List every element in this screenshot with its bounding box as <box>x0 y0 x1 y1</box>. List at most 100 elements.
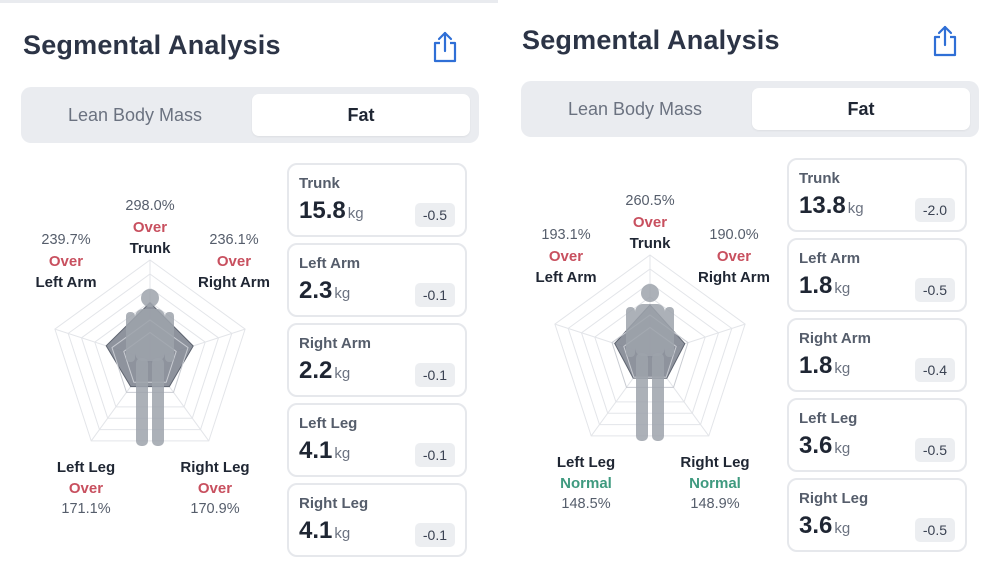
card-value-wrap: 15.8 kg <box>299 197 364 225</box>
body-silhouette-icon <box>626 284 674 441</box>
segmental-analysis-panel-left: Segmental Analysis Lean Body Mass Fat 29… <box>0 0 479 584</box>
radar-inner-ring <box>111 319 189 393</box>
card-unit: kg <box>834 360 851 377</box>
card-unit: kg <box>847 200 864 217</box>
card-delta-badge: -0.5 <box>914 438 955 462</box>
tab-fat[interactable]: Fat <box>752 88 970 130</box>
left-arm-status: Over <box>48 253 84 270</box>
radar-chart <box>0 0 290 584</box>
label-right-leg: Right Leg Over 170.9% <box>160 457 270 520</box>
card-left-arm[interactable]: Left Arm 2.3 kg -0.1 <box>287 243 467 317</box>
card-value-wrap: 4.1 kg <box>299 517 350 545</box>
card-left-leg[interactable]: Left Leg 3.6 kg -0.5 <box>787 398 967 472</box>
right-arm-percent: 236.1% <box>209 232 259 248</box>
left-leg-percent: 171.1% <box>61 501 111 517</box>
trunk-name: Trunk <box>629 235 671 252</box>
left-leg-name: Left Leg <box>56 459 116 476</box>
card-name: Trunk <box>299 175 340 192</box>
card-unit: kg <box>834 280 851 297</box>
left-leg-name: Left Leg <box>556 454 616 471</box>
trunk-percent: 298.0% <box>125 198 175 214</box>
radar-grid-ring <box>567 268 733 426</box>
label-right-arm: 236.1% Over Right Arm <box>179 230 289 293</box>
radar-chart <box>500 0 790 584</box>
card-trunk[interactable]: Trunk 13.8 kg -2.0 <box>787 158 967 232</box>
card-value-wrap: 2.3 kg <box>299 277 350 305</box>
card-delta-badge: -0.4 <box>914 358 955 382</box>
card-right-arm[interactable]: Right Arm 1.8 kg -0.4 <box>787 318 967 392</box>
label-left-leg: Left Leg Over 171.1% <box>31 457 141 520</box>
label-trunk: 260.5% Over Trunk <box>595 191 705 254</box>
segment-toggle: Lean Body Mass Fat <box>21 87 479 143</box>
card-unit: kg <box>334 445 351 462</box>
right-arm-status: Over <box>216 253 252 270</box>
radar-grid-ring <box>94 301 206 408</box>
segment-toggle: Lean Body Mass Fat <box>521 81 979 137</box>
card-name: Right Arm <box>299 335 371 352</box>
share-icon[interactable] <box>430 30 460 64</box>
right-leg-name: Right Leg <box>680 454 750 471</box>
card-value: 15.8 <box>299 197 346 224</box>
tab-lean-body-mass[interactable]: Lean Body Mass <box>567 99 703 119</box>
trunk-name: Trunk <box>129 240 171 257</box>
card-name: Left Arm <box>799 250 861 267</box>
card-name: Trunk <box>799 170 840 187</box>
card-name: Left Arm <box>299 255 361 272</box>
label-left-arm: 193.1% Over Left Arm <box>511 225 621 288</box>
card-unit: kg <box>334 525 351 542</box>
card-trunk[interactable]: Trunk 15.8 kg -0.5 <box>287 163 467 237</box>
right-leg-percent: 148.9% <box>690 496 740 512</box>
left-arm-status: Over <box>548 248 584 265</box>
segmental-analysis-panel-right: Segmental Analysis Lean Body Mass Fat 26… <box>500 0 1000 584</box>
right-leg-status: Over <box>197 480 233 497</box>
tab-lean-body-mass[interactable]: Lean Body Mass <box>67 105 203 125</box>
label-left-arm: 239.7% Over Left Arm <box>11 230 121 293</box>
card-unit: kg <box>334 365 351 382</box>
radar-grid-ring <box>594 296 706 403</box>
right-arm-status: Over <box>716 248 752 265</box>
trunk-status: Over <box>632 214 668 231</box>
card-value-wrap: 4.1 kg <box>299 437 350 465</box>
card-unit: kg <box>347 205 364 222</box>
card-value: 4.1 <box>299 437 333 464</box>
card-value-wrap: 3.6 kg <box>799 432 850 460</box>
left-arm-name: Left Arm <box>535 269 597 286</box>
card-right-leg[interactable]: Right Leg 3.6 kg -0.5 <box>787 478 967 552</box>
right-leg-name: Right Leg <box>180 459 250 476</box>
card-value-wrap: 1.8 kg <box>799 352 850 380</box>
radar-grid-ring <box>67 273 233 431</box>
right-leg-percent: 170.9% <box>190 501 240 517</box>
card-value: 1.8 <box>799 272 833 299</box>
body-silhouette-icon <box>126 289 174 446</box>
card-left-leg[interactable]: Left Leg 4.1 kg -0.1 <box>287 403 467 477</box>
left-arm-percent: 239.7% <box>41 232 91 248</box>
right-leg-status: Normal <box>689 475 741 492</box>
card-value: 2.2 <box>299 357 333 384</box>
card-delta-badge: -0.1 <box>414 363 455 387</box>
card-name: Right Leg <box>799 490 869 507</box>
right-arm-name: Right Arm <box>698 269 770 286</box>
trunk-status: Over <box>132 219 168 236</box>
right-arm-percent: 190.0% <box>709 227 759 243</box>
card-delta-badge: -0.5 <box>914 518 955 542</box>
card-right-arm[interactable]: Right Arm 2.2 kg -0.1 <box>287 323 467 397</box>
panel-divider <box>498 0 502 584</box>
radar-grid-ring <box>580 282 720 414</box>
card-unit: kg <box>834 520 851 537</box>
card-right-leg[interactable]: Right Leg 4.1 kg -0.1 <box>287 483 467 557</box>
card-value: 3.6 <box>799 432 833 459</box>
card-name: Right Leg <box>299 495 369 512</box>
left-leg-status: Over <box>68 480 104 497</box>
card-delta-badge: -0.1 <box>414 443 455 467</box>
card-value-wrap: 3.6 kg <box>799 512 850 540</box>
card-delta-badge: -0.1 <box>414 283 455 307</box>
share-icon[interactable] <box>930 24 960 58</box>
card-value: 4.1 <box>299 517 333 544</box>
card-value-wrap: 1.8 kg <box>799 272 850 300</box>
trunk-percent: 260.5% <box>625 193 675 209</box>
label-right-leg: Right Leg Normal 148.9% <box>660 452 770 515</box>
card-left-arm[interactable]: Left Arm 1.8 kg -0.5 <box>787 238 967 312</box>
right-arm-name: Right Arm <box>198 274 270 291</box>
tab-fat[interactable]: Fat <box>252 94 470 136</box>
radar-inner-ring <box>611 314 689 388</box>
